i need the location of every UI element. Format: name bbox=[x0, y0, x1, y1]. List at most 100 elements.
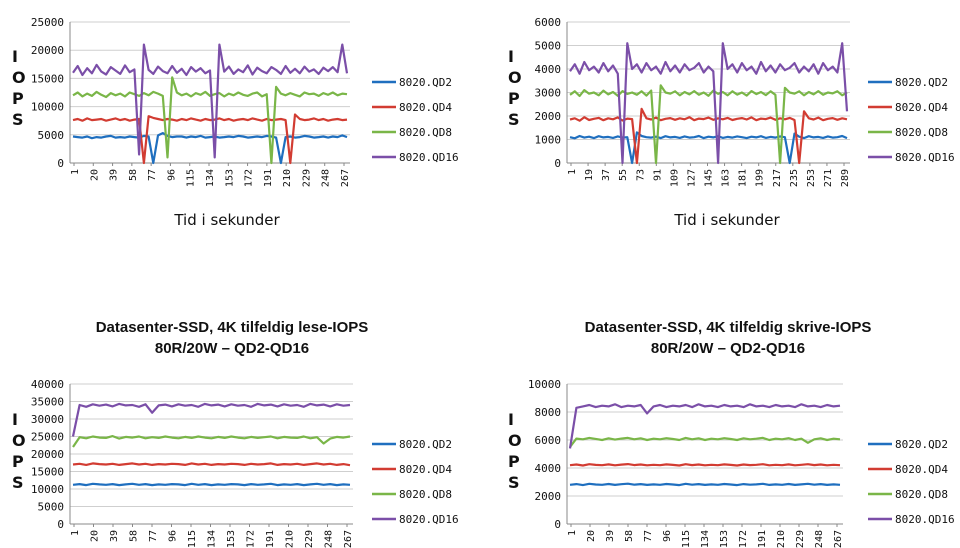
y-tick-label: 10000 bbox=[528, 378, 561, 391]
y-tick-label: 0 bbox=[57, 518, 64, 531]
legend-label: 8020.QD4 bbox=[399, 101, 452, 114]
legend-label: 8020.QD8 bbox=[399, 126, 452, 139]
series-line-8020.QD8 bbox=[72, 435, 351, 448]
y-axis-label-letter: S bbox=[508, 110, 520, 129]
x-tick-label: 153 bbox=[226, 530, 237, 548]
y-axis-label-letter: I bbox=[508, 410, 514, 429]
legend-label: 8020.QD16 bbox=[895, 151, 955, 164]
y-axis-label-letter: O bbox=[12, 431, 26, 450]
series-line-8020.QD16 bbox=[568, 403, 841, 449]
x-tick-label: 115 bbox=[681, 530, 692, 548]
series-line-8020.QD2 bbox=[72, 132, 348, 165]
series-line-8020.QD4 bbox=[569, 463, 841, 467]
x-tick-label: 20 bbox=[89, 169, 100, 181]
y-tick-label: 25000 bbox=[31, 16, 64, 29]
x-tick-label: 210 bbox=[285, 530, 296, 548]
y-tick-label: 5000 bbox=[38, 129, 65, 142]
y-tick-label: 40000 bbox=[31, 378, 64, 391]
x-tick-label: 109 bbox=[669, 169, 680, 187]
x-tick-label: 1 bbox=[567, 530, 578, 536]
legend-label: 8020.QD2 bbox=[399, 438, 452, 451]
chart-4: Datasenter-SSD, 4K tilfeldig skrive-IOPS… bbox=[508, 319, 955, 548]
x-tick-label: 96 bbox=[166, 169, 177, 181]
x-tick-label: 58 bbox=[129, 530, 140, 542]
x-tick-label: 96 bbox=[168, 530, 179, 542]
y-axis-label-letter: P bbox=[12, 452, 24, 471]
y-axis-label-letter: S bbox=[508, 473, 520, 492]
y-tick-label: 25000 bbox=[31, 431, 64, 444]
legend-label: 8020.QD16 bbox=[895, 513, 955, 526]
chart-3: Datasenter-SSD, 4K tilfeldig lese-IOPS 80… bbox=[12, 319, 459, 548]
y-tick-label: 8000 bbox=[535, 406, 562, 419]
x-axis-title: Tid i sekunder bbox=[173, 211, 280, 229]
x-tick-label: 58 bbox=[128, 169, 139, 181]
legend-label: 8020.QD8 bbox=[895, 126, 948, 139]
x-tick-label: 181 bbox=[738, 169, 749, 187]
x-tick-label: 20 bbox=[90, 530, 101, 542]
x-tick-label: 210 bbox=[282, 169, 293, 187]
x-tick-label: 73 bbox=[635, 169, 646, 181]
y-axis-label-letter: P bbox=[12, 89, 24, 108]
y-tick-label: 20000 bbox=[31, 448, 64, 461]
y-tick-label: 2000 bbox=[535, 490, 562, 503]
legend-label: 8020.QD2 bbox=[399, 76, 452, 89]
chart-title-line: 80R/20W – QD2-QD16 bbox=[651, 340, 805, 357]
y-tick-label: 5000 bbox=[38, 501, 65, 514]
legend-label: 8020.QD8 bbox=[895, 488, 948, 501]
chart-title-line: Datasenter-SSD, 4K tilfeldig lese-IOPS bbox=[96, 319, 369, 336]
legend-label: 8020.QD8 bbox=[399, 488, 452, 501]
x-tick-label: 96 bbox=[662, 530, 673, 542]
x-tick-label: 115 bbox=[187, 530, 198, 548]
x-tick-label: 127 bbox=[686, 169, 697, 187]
y-tick-label: 6000 bbox=[535, 434, 562, 447]
x-tick-label: 235 bbox=[789, 169, 800, 187]
x-tick-label: 55 bbox=[618, 169, 629, 181]
legend-label: 8020.QD16 bbox=[399, 151, 459, 164]
y-tick-label: 0 bbox=[57, 157, 64, 170]
x-tick-label: 267 bbox=[343, 530, 354, 548]
x-tick-label: 1 bbox=[567, 169, 578, 175]
y-tick-label: 5000 bbox=[535, 40, 562, 53]
y-tick-label: 35000 bbox=[31, 396, 64, 409]
x-tick-label: 134 bbox=[700, 530, 711, 548]
x-axis-title: Tid i sekunder bbox=[673, 211, 780, 229]
y-axis-label-letter: S bbox=[12, 473, 24, 492]
y-tick-label: 10000 bbox=[31, 483, 64, 496]
y-axis-label-letter: I bbox=[12, 47, 18, 66]
y-axis-label-letter: O bbox=[508, 68, 522, 87]
series-line-8020.QD16 bbox=[72, 43, 349, 159]
legend-label: 8020.QD2 bbox=[895, 438, 948, 451]
x-tick-label: 191 bbox=[757, 530, 768, 548]
x-tick-label: 289 bbox=[840, 169, 851, 187]
y-tick-label: 0 bbox=[554, 518, 561, 531]
legend-label: 8020.QD4 bbox=[895, 463, 948, 476]
x-tick-label: 267 bbox=[833, 530, 844, 548]
y-tick-label: 10000 bbox=[31, 101, 64, 114]
x-tick-label: 37 bbox=[601, 169, 612, 181]
x-tick-label: 217 bbox=[772, 169, 783, 187]
x-tick-label: 271 bbox=[823, 169, 834, 187]
x-tick-label: 58 bbox=[624, 530, 635, 542]
series-line-8020.QD4 bbox=[72, 113, 348, 165]
x-tick-label: 134 bbox=[207, 530, 218, 548]
series-line-8020.QD16 bbox=[71, 402, 351, 437]
y-axis-label-letter: S bbox=[12, 110, 24, 129]
y-axis-label-letter: P bbox=[508, 89, 520, 108]
x-tick-label: 115 bbox=[186, 169, 197, 187]
x-tick-label: 39 bbox=[109, 169, 120, 181]
y-tick-label: 4000 bbox=[535, 63, 562, 76]
x-tick-label: 145 bbox=[704, 169, 715, 187]
x-tick-label: 91 bbox=[652, 169, 663, 181]
y-axis-label-letter: P bbox=[508, 452, 520, 471]
series-line-8020.QD8 bbox=[569, 84, 848, 165]
x-tick-label: 199 bbox=[755, 169, 766, 187]
x-tick-label: 191 bbox=[263, 169, 274, 187]
series-line-8020.QD16 bbox=[569, 42, 849, 165]
x-tick-label: 248 bbox=[324, 530, 335, 548]
x-tick-label: 248 bbox=[814, 530, 825, 548]
x-tick-label: 1 bbox=[70, 169, 81, 175]
x-tick-label: 77 bbox=[147, 169, 158, 181]
series-line-8020.QD8 bbox=[72, 76, 348, 165]
series-line-8020.QD8 bbox=[569, 436, 841, 448]
series-line-8020.QD2 bbox=[569, 482, 841, 487]
